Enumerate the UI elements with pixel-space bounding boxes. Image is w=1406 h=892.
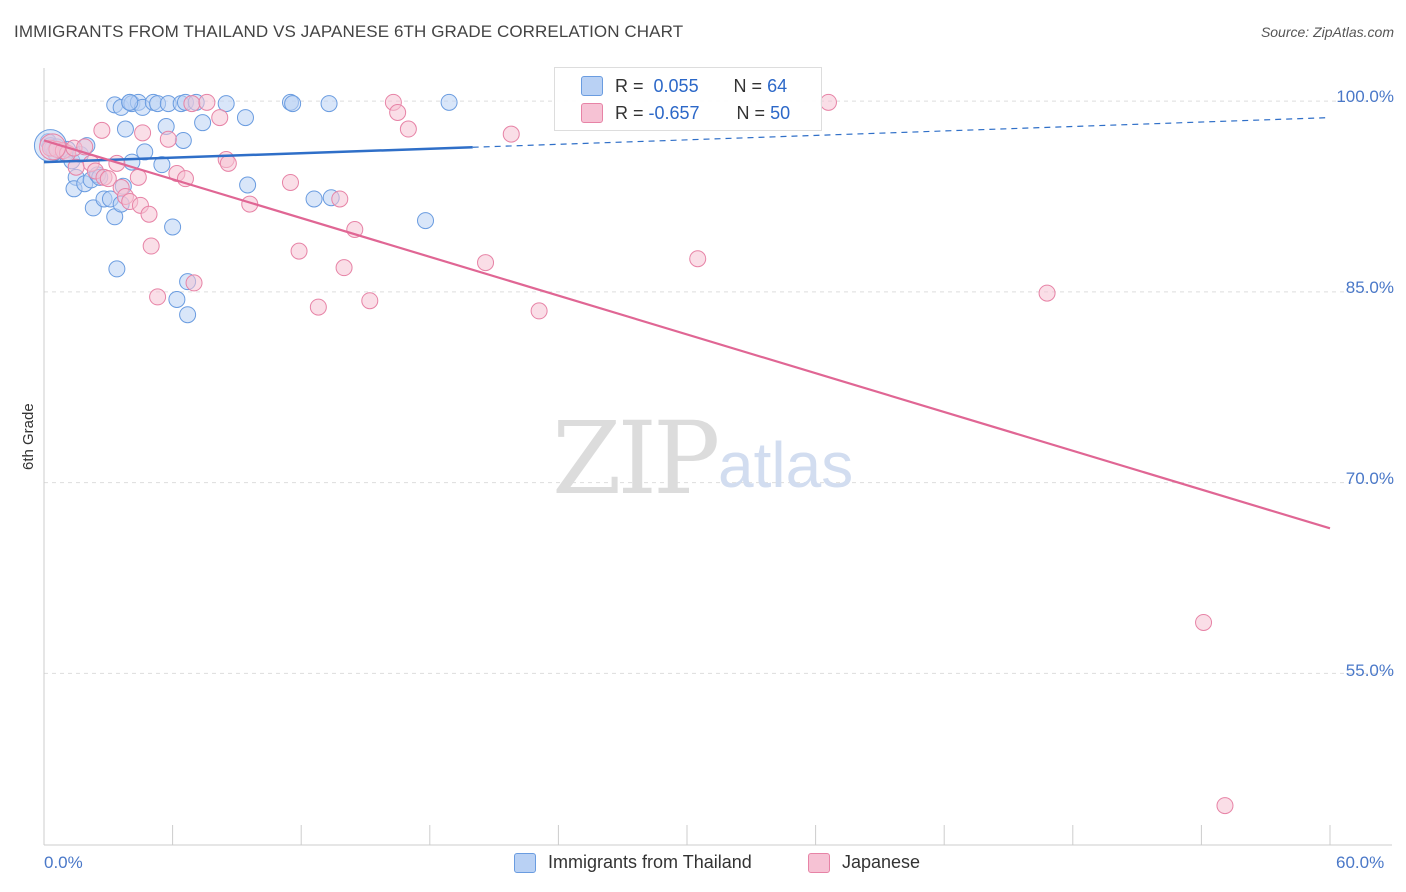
legend-r-value: -0.657 bbox=[648, 102, 700, 123]
legend-n-value: 64 bbox=[767, 75, 788, 96]
legend-swatch-blue bbox=[581, 76, 603, 96]
point-japanese bbox=[1038, 284, 1056, 302]
point-japanese bbox=[159, 130, 177, 148]
point-japanese bbox=[331, 190, 349, 208]
y-tick-label-70: 70.0% bbox=[1345, 469, 1394, 488]
legend-n-label: N = bbox=[733, 75, 763, 96]
axes bbox=[43, 68, 1392, 846]
legend-n-label: N = bbox=[736, 102, 766, 123]
point-thailand bbox=[121, 93, 139, 111]
y-tick-label-100: 100.0% bbox=[1336, 87, 1394, 106]
point-japanese bbox=[99, 170, 117, 188]
point-thailand bbox=[236, 109, 254, 127]
trend-line-thailand bbox=[43, 146, 473, 164]
point-japanese bbox=[134, 124, 152, 142]
point-japanese bbox=[1216, 797, 1234, 815]
point-japanese bbox=[185, 274, 203, 292]
point-thailand bbox=[284, 95, 302, 113]
point-japanese bbox=[689, 250, 707, 268]
point-thailand bbox=[168, 290, 186, 308]
legend-item-thailand[interactable]: Immigrants from Thailand bbox=[514, 852, 752, 873]
legend-item-japanese[interactable]: Japanese bbox=[808, 852, 920, 873]
watermark-zip: ZIP bbox=[552, 400, 720, 517]
point-japanese bbox=[183, 95, 201, 113]
point-japanese bbox=[219, 154, 237, 172]
point-thailand bbox=[217, 95, 235, 113]
legend-swatch-pink bbox=[581, 103, 603, 123]
y-tick-label-85: 85.0% bbox=[1345, 278, 1394, 297]
legend-r-value: 0.055 bbox=[653, 75, 699, 96]
point-japanese bbox=[309, 298, 327, 316]
x-tick-label-max: 60.0% bbox=[1336, 853, 1385, 872]
point-japanese bbox=[149, 288, 167, 306]
y-tick-label-55: 55.0% bbox=[1345, 661, 1394, 680]
point-thailand bbox=[108, 260, 126, 278]
series-legend: Immigrants from Thailand Japanese bbox=[0, 852, 1406, 878]
point-thailand bbox=[179, 306, 197, 324]
point-japanese bbox=[93, 121, 111, 139]
point-japanese bbox=[211, 109, 229, 127]
legend-swatch-thailand bbox=[514, 852, 536, 873]
point-japanese bbox=[502, 125, 520, 143]
point-thailand bbox=[440, 93, 458, 111]
trend-line-japanese bbox=[43, 139, 1331, 530]
point-japanese bbox=[1195, 613, 1213, 631]
point-thailand bbox=[305, 190, 323, 208]
point-thailand bbox=[239, 176, 257, 194]
legend-label-japanese: Japanese bbox=[842, 852, 921, 872]
point-japanese bbox=[140, 205, 158, 223]
legend-row-thailand: R = 0.055 N = 64 bbox=[581, 74, 787, 98]
point-japanese bbox=[335, 259, 353, 277]
legend-r-label: R = bbox=[615, 75, 644, 96]
point-japanese bbox=[142, 237, 160, 255]
point-thailand bbox=[174, 131, 192, 149]
point-japanese bbox=[389, 104, 407, 122]
point-japanese bbox=[281, 173, 299, 191]
point-japanese bbox=[361, 292, 379, 310]
point-japanese bbox=[530, 302, 548, 320]
point-thailand bbox=[153, 156, 171, 174]
point-thailand bbox=[417, 212, 435, 230]
x-tick-label-min: 0.0% bbox=[44, 853, 83, 872]
series-japanese-points bbox=[39, 93, 1234, 815]
point-thailand bbox=[164, 218, 182, 236]
watermark-atlas: atlas bbox=[718, 429, 854, 501]
point-thailand bbox=[194, 114, 212, 132]
point-japanese bbox=[399, 120, 417, 138]
chart-source: Source: ZipAtlas.com bbox=[1260, 24, 1394, 40]
point-japanese bbox=[819, 93, 837, 111]
point-japanese bbox=[477, 254, 495, 272]
trend-lines bbox=[43, 116, 1331, 530]
y-axis-label: 6th Grade bbox=[20, 403, 37, 470]
legend-row-japanese: R = -0.657 N = 50 bbox=[581, 101, 790, 125]
point-japanese bbox=[198, 93, 216, 111]
legend-swatch-japanese bbox=[808, 852, 830, 873]
legend-r-label: R = bbox=[615, 102, 644, 123]
point-thailand bbox=[116, 120, 134, 138]
legend-label-thailand: Immigrants from Thailand bbox=[548, 852, 752, 872]
point-japanese bbox=[290, 242, 308, 260]
point-thailand bbox=[320, 95, 338, 113]
point-thailand bbox=[136, 143, 154, 161]
legend-n-value: 50 bbox=[770, 102, 791, 123]
chart-title: IMMIGRANTS FROM THAILAND VS JAPANESE 6TH… bbox=[14, 22, 684, 41]
correlation-legend: R = 0.055 N = 64 R = -0.657 N = 50 bbox=[554, 67, 822, 131]
